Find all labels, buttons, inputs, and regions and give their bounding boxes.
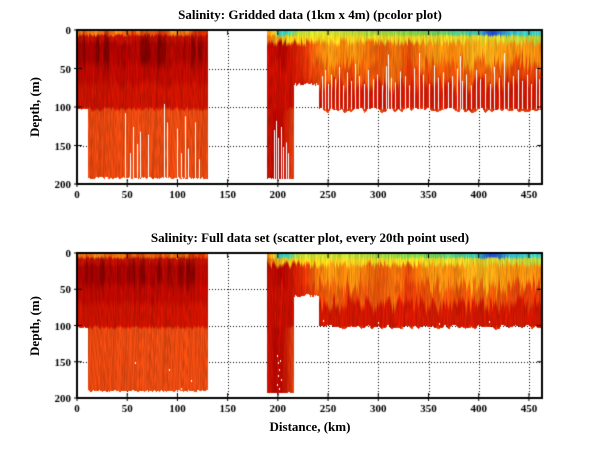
x-axis-label: Distance, (km) (269, 419, 351, 434)
scatter-plot-title: Salinity: Full data set (scatter plot, e… (150, 230, 470, 245)
scatter-y-axis-label: Depth, (m) (27, 296, 42, 356)
pcolor-y-axis-label: Depth, (m) (27, 77, 42, 137)
pcolor-plot-title: Salinity: Gridded data (1km x 4m) (pcolo… (178, 7, 442, 22)
